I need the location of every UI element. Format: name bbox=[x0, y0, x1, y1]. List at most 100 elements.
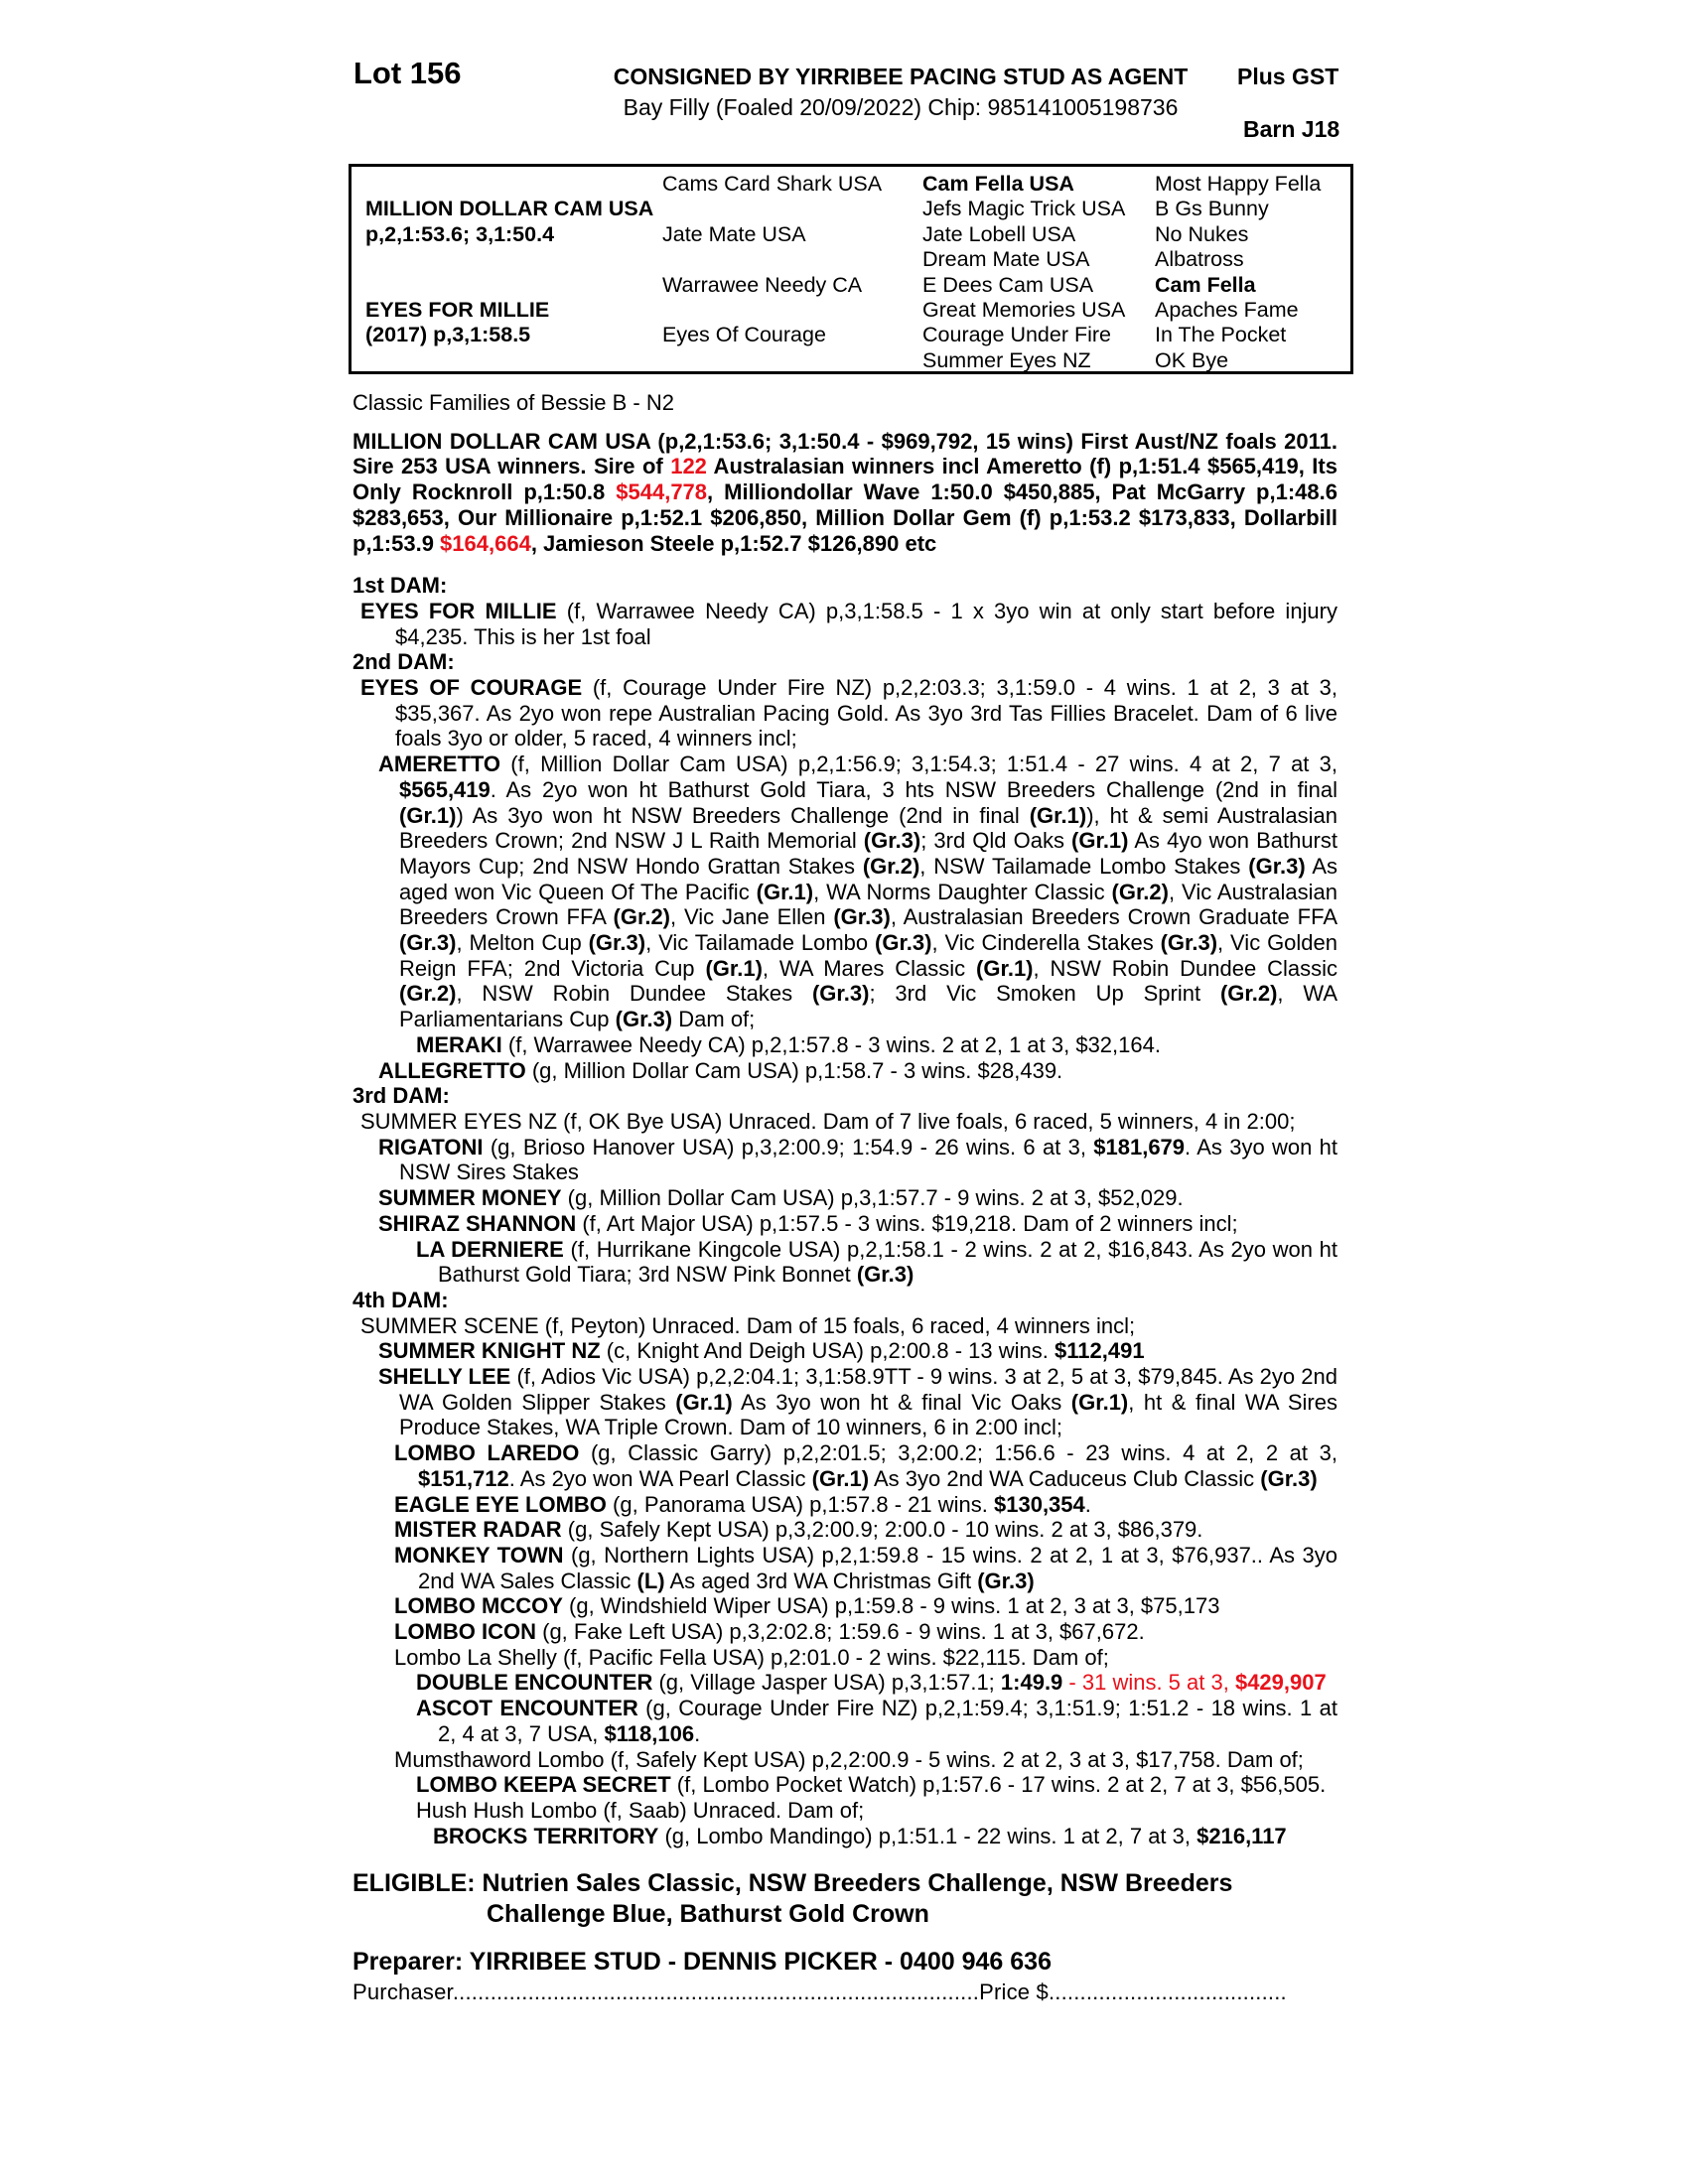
text-segment: EAGLE EYE LOMBO bbox=[394, 1491, 607, 1517]
text-segment: BROCKS TERRITORY bbox=[433, 1823, 659, 1848]
text-segment: LOMBO LAREDO bbox=[394, 1440, 580, 1466]
text-segment: (g, Village Jasper USA) p,3,1:57.1; bbox=[652, 1670, 1001, 1696]
text-segment: $216,117 bbox=[1196, 1823, 1287, 1848]
text-segment: Lombo La Shelly (f, Pacific Fella USA) p… bbox=[394, 1644, 1109, 1670]
text-segment: (Gr.2) bbox=[613, 904, 671, 930]
text-segment: (Gr.3) bbox=[615, 1007, 673, 1032]
text-segment: (g, Brioso Hanover USA) p,3,2:00.9; 1:54… bbox=[483, 1134, 1094, 1160]
text-segment: ) As 3yo won ht NSW Breeders Challenge (… bbox=[456, 802, 1030, 828]
text-segment: , NSW Robin Dundee Stakes bbox=[456, 981, 812, 1007]
text-segment: , Jamieson Steele p,1:52.7 $126,890 etc bbox=[530, 530, 937, 556]
text-segment: (Gr.1) bbox=[399, 802, 457, 828]
pedigree-cell: MILLION DOLLAR CAM USA bbox=[365, 197, 654, 221]
text-segment: (g, Panorama USA) p,1:57.8 - 21 wins. bbox=[606, 1491, 994, 1517]
pedigree-cell: Cams Card Shark USA bbox=[662, 172, 883, 196]
pedigree-cell: Cam Fella USA bbox=[922, 172, 1074, 196]
pedigree-cell: Jate Lobell USA bbox=[922, 221, 1076, 246]
text-segment: LA DERNIERE bbox=[416, 1236, 564, 1262]
pedigree-cell: In The Pocket bbox=[1155, 323, 1287, 347]
text-segment: $565,419 bbox=[399, 776, 491, 802]
pedigree-cell: (2017) p,3,1:58.5 bbox=[365, 323, 531, 347]
text-segment: (Gr.1) bbox=[756, 879, 814, 904]
text-segment: (g, Lombo Mandingo) p,1:51.1 - 22 wins. … bbox=[658, 1823, 1197, 1848]
text-segment: , Vic Tailamade Lombo bbox=[645, 930, 876, 956]
text-segment: SUMMER KNIGHT NZ bbox=[378, 1338, 601, 1364]
lot-number: Lot 156 bbox=[353, 56, 462, 90]
text-segment: EYES FOR MILLIE bbox=[360, 598, 557, 623]
text-segment: (f, Warrawee Needy CA) p,3,1:58.5 - 1 x … bbox=[395, 598, 1337, 649]
purchaser-label: Purchaser bbox=[352, 1979, 453, 2004]
pedigree-cell: OK Bye bbox=[1155, 347, 1229, 372]
pedigree-cell: Summer Eyes NZ bbox=[922, 347, 1091, 372]
dam-heading: 1st DAM: bbox=[352, 573, 1337, 599]
text-segment: $429,907 bbox=[1234, 1670, 1327, 1696]
pedigree-cell: Courage Under Fire bbox=[922, 323, 1112, 347]
purchaser-dotted-blank: ........................................… bbox=[452, 1979, 980, 2004]
pedigree-entry: LOMBO ICON (g, Fake Left USA) p,3,2:02.8… bbox=[352, 1619, 1337, 1645]
pedigree-cell: EYES FOR MILLIE bbox=[365, 297, 550, 322]
barn-number: Barn J18 bbox=[1243, 116, 1340, 142]
text-segment: (Gr.3) bbox=[588, 930, 646, 956]
text-segment: (Gr.3) bbox=[399, 930, 457, 956]
eligibility-note: ELIGIBLE: Nutrien Sales Classic, NSW Bre… bbox=[352, 1868, 1232, 1930]
text-segment: . bbox=[694, 1720, 701, 1746]
consignment-title: CONSIGNED BY YIRRIBEE PACING STUD AS AGE… bbox=[613, 64, 1189, 89]
text-segment: LOMBO KEEPA SECRET bbox=[416, 1772, 671, 1798]
text-segment: RIGATONI bbox=[378, 1134, 484, 1160]
pedigree-entry: BROCKS TERRITORY (g, Lombo Mandingo) p,1… bbox=[352, 1824, 1337, 1849]
text-segment: 122 bbox=[670, 454, 707, 479]
text-segment: As 3yo won ht & final Vic Oaks bbox=[732, 1389, 1071, 1415]
pedigree-entry: EYES OF COURAGE (f, Courage Under Fire N… bbox=[352, 675, 1337, 751]
text-segment: . As 2yo won ht Bathurst Gold Tiara, 3 h… bbox=[490, 776, 1337, 802]
text-segment: , Milliondollar Wave 1:50.0 $450,885, Pa… bbox=[352, 479, 1337, 556]
text-segment: 1:49.9 bbox=[1000, 1670, 1063, 1696]
text-segment: SUMMER EYES NZ (f, OK Bye USA) Unraced. … bbox=[360, 1108, 1296, 1134]
pedigree-entry: DOUBLE ENCOUNTER (g, Village Jasper USA)… bbox=[352, 1670, 1337, 1696]
text-segment: (f, Adios Vic USA) p,2,2:04.1; 3,1:58.9T… bbox=[399, 1364, 1337, 1415]
pedigree-table: Cams Card Shark USA Cam Fella USA Most Hap… bbox=[349, 164, 1353, 374]
pedigree-entry: SUMMER MONEY (g, Million Dollar Cam USA)… bbox=[352, 1185, 1337, 1211]
text-segment: , Melton Cup bbox=[456, 930, 589, 956]
pedigree-entry: SUMMER EYES NZ (f, OK Bye USA) Unraced. … bbox=[352, 1109, 1337, 1135]
price-label: Price $ bbox=[979, 1979, 1049, 2004]
text-segment: $164,664 bbox=[440, 530, 531, 556]
text-segment: 4th DAM: bbox=[352, 1287, 449, 1312]
pedigree-entry: AMERETTO (f, Million Dollar Cam USA) p,2… bbox=[352, 751, 1337, 1032]
pedigree-row: Summer Eyes NZ OK Bye bbox=[365, 348, 1350, 373]
text-segment: (Gr.3) bbox=[863, 828, 921, 854]
pedigree-entry: LOMBO MCCOY (g, Windshield Wiper USA) p,… bbox=[352, 1593, 1337, 1619]
text-segment: Australasian winners incl Ameretto (f) p… bbox=[352, 454, 1337, 505]
pedigree-entry: LOMBO LAREDO (g, Classic Garry) p,2,2:01… bbox=[352, 1440, 1337, 1491]
text-segment: MERAKI bbox=[416, 1031, 502, 1057]
text-segment: (f, Art Major USA) p,1:57.5 - 3 wins. $1… bbox=[576, 1210, 1238, 1236]
pedigree-cell: Dream Mate USA bbox=[922, 247, 1090, 272]
pedigree-entry: Lombo La Shelly (f, Pacific Fella USA) p… bbox=[352, 1645, 1337, 1671]
text-segment: SHELLY LEE bbox=[378, 1364, 511, 1390]
pedigree-cell: Jate Mate USA bbox=[662, 221, 806, 246]
text-segment: , WA Mares Classic bbox=[762, 955, 977, 981]
text-segment: , ht & final WA Sires Produce Stakes, WA… bbox=[399, 1389, 1337, 1440]
text-segment: AMERETTO bbox=[378, 751, 501, 777]
dam-heading: 4th DAM: bbox=[352, 1288, 1337, 1313]
text-segment: (g, Fake Left USA) p,3,2:02.8; 1:59.6 - … bbox=[536, 1619, 1145, 1645]
text-segment: (f, Warrawee Needy CA) p,2,1:57.8 - 3 wi… bbox=[501, 1031, 1161, 1057]
dam-heading: 2nd DAM: bbox=[352, 649, 1337, 675]
text-segment: As aged 3rd WA Christmas Gift bbox=[664, 1568, 978, 1593]
pedigree-row: p,2,1:53.6; 3,1:50.4 Jate Mate USA Jate Lo… bbox=[365, 222, 1350, 247]
text-segment: (Gr.3) bbox=[1248, 853, 1306, 879]
text-segment: SUMMER MONEY bbox=[378, 1185, 562, 1211]
pedigree-entry: Mumsthaword Lombo (f, Safely Kept USA) p… bbox=[352, 1747, 1337, 1773]
text-segment: , Vic Cinderella Stakes bbox=[931, 930, 1161, 956]
preparer-note: Preparer: YIRRIBEE STUD - DENNIS PICKER … bbox=[352, 1948, 1052, 1976]
pedigree-entry: ALLEGRETTO (g, Million Dollar Cam USA) p… bbox=[352, 1058, 1337, 1084]
pedigree-cell: Cam Fella bbox=[1155, 272, 1256, 297]
text-segment: (Gr.1) bbox=[976, 955, 1034, 981]
text-segment: SHIRAZ SHANNON bbox=[378, 1210, 577, 1236]
text-segment: SUMMER SCENE (f, Peyton) Unraced. Dam of… bbox=[360, 1312, 1136, 1338]
pedigree-entry: MONKEY TOWN (g, Northern Lights USA) p,2… bbox=[352, 1543, 1337, 1593]
text-segment: (Gr.3) bbox=[833, 904, 891, 930]
pedigree-entry: LA DERNIERE (f, Hurrikane Kingcole USA) … bbox=[352, 1237, 1337, 1288]
pedigree-row: Warrawee Needy CA E Dees Cam USA Cam Fella bbox=[365, 273, 1350, 298]
text-segment: (Gr.1) bbox=[811, 1465, 870, 1491]
